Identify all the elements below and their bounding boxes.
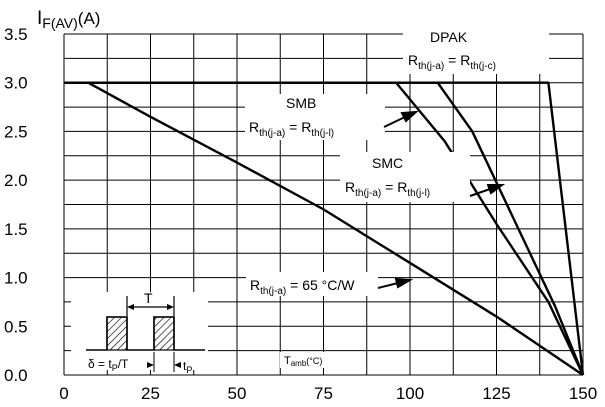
x-tick-label: 25	[141, 384, 160, 403]
y-tick-label: 2.0	[4, 171, 28, 190]
y-tick-labels: 0.0 0.5 1.0 1.5 2.0 2.5 3.0 3.5	[4, 25, 28, 385]
tp-arrowhead-right	[174, 362, 181, 368]
smc-formula: Rth(j-a) = Rth(j-l)	[345, 179, 430, 199]
smb-arrowhead	[400, 110, 419, 123]
y-tick-label: 0.5	[4, 317, 28, 336]
tp-label: tP	[183, 359, 192, 375]
pulse-waveform	[86, 316, 205, 351]
series-line-smc	[64, 81, 585, 376]
free-arrowhead	[394, 277, 414, 289]
y-tick-label: 3.5	[4, 25, 28, 44]
smb-formula: Rth(j-a) = Rth(j-l)	[249, 119, 334, 139]
period-arrowhead-right	[167, 304, 174, 310]
period-arrowhead-left	[127, 304, 134, 310]
smb-label-bg	[245, 94, 385, 140]
pulse-inset: T δ = tP/T tP	[71, 290, 208, 375]
duty-cycle-label: δ = tP/T	[88, 357, 129, 373]
free-formula: Rth(j-a) = 65 °C/W	[250, 277, 355, 297]
y-tick-label: 0.0	[4, 366, 28, 385]
x-tick-label: 150	[569, 384, 597, 403]
x-tick-labels: 0 25 50 75 100 125 150	[59, 384, 597, 403]
y-tick-label: 3.0	[4, 74, 28, 93]
x-tick-label: 100	[396, 384, 424, 403]
x-tick-label: 50	[228, 384, 247, 403]
x-tick-label: 125	[482, 384, 510, 403]
series-line-rth-65	[64, 81, 584, 376]
dpak-title: DPAK	[430, 29, 468, 45]
x-axis-label-bg	[280, 352, 340, 368]
annotation-arrows	[377, 110, 506, 289]
period-label: T	[144, 290, 153, 306]
smc-arrow	[469, 188, 491, 197]
x-tick-label: 0	[59, 384, 68, 403]
dpak-formula: Rth(j-a) = Rth(j-c)	[408, 52, 496, 72]
smb-arrow	[383, 116, 406, 128]
pulse-2	[153, 316, 175, 351]
curves	[64, 81, 585, 376]
tp-arrowhead-left	[147, 362, 154, 368]
pulse-1	[106, 316, 128, 351]
dpak-label-bg	[403, 26, 549, 74]
smc-label-bg	[340, 152, 470, 202]
x-axis-label: Tamb(°C)	[284, 355, 322, 368]
smb-title: SMB	[286, 95, 316, 111]
free-arrow	[377, 282, 399, 289]
y-tick-label: 2.5	[4, 122, 28, 141]
x-tick-label: 75	[314, 384, 333, 403]
y-tick-label: 1.0	[4, 269, 28, 288]
smc-arrowhead	[486, 184, 506, 195]
free-label-bg	[246, 272, 378, 296]
y-axis-label: IF(AV)(A)	[37, 8, 100, 31]
y-tick-label: 1.5	[4, 220, 28, 239]
smc-title: SMC	[372, 155, 403, 171]
inset-bg	[71, 292, 208, 370]
